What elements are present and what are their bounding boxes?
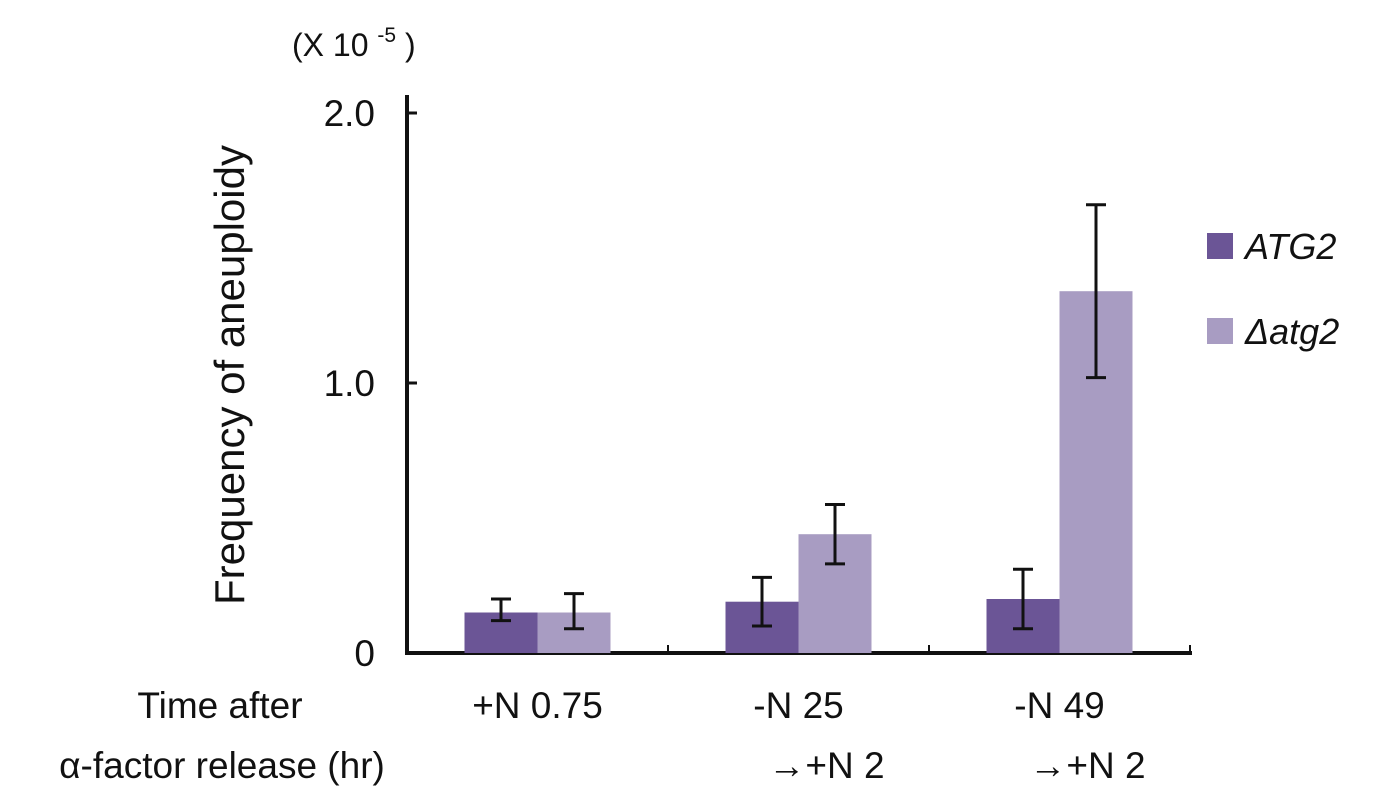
y-tick-label-2: 2.0 <box>324 93 375 134</box>
y-tick-label-1: 1.0 <box>324 363 375 404</box>
error-bar-atg2-2 <box>1013 567 1033 631</box>
x-axis-label-line-1: Time after <box>137 685 302 726</box>
error-bar-delta-atg2-2 <box>1086 203 1106 380</box>
error-bar-atg2-1 <box>752 575 772 628</box>
error-bar-atg2-0 <box>491 597 511 623</box>
legend-label-delta-atg2: Δatg2 <box>1244 311 1339 352</box>
y-axis-unit-suffix: ) <box>405 27 416 63</box>
error-bar-delta-atg2-0 <box>564 592 584 631</box>
y-axis-label: Frequency of aneuploidy <box>206 145 253 605</box>
error-bars <box>491 203 1106 631</box>
x-axis-ticks <box>667 645 1191 653</box>
legend-swatch-delta-atg2 <box>1207 318 1233 344</box>
x-category-sublabel-2: →+N 2 <box>1029 745 1145 786</box>
y-axis-unit-prefix: (X 10 <box>292 27 368 63</box>
y-axis-ticks: 0 1.0 2.0 <box>324 93 417 674</box>
x-category-sublabel-1: →+N 2 <box>768 745 884 786</box>
x-category-labels: +N 0.75 -N 25 →+N 2 -N 49 →+N 2 <box>472 685 1145 786</box>
x-category-label-0: +N 0.75 <box>472 685 603 726</box>
x-category-label-1: -N 25 <box>753 685 843 726</box>
y-axis-unit: (X 10 -5 ) <box>292 13 416 63</box>
y-tick-label-0: 0 <box>354 633 375 674</box>
error-bar-delta-atg2-1 <box>825 503 845 566</box>
legend-label-atg2: ATG2 <box>1243 226 1336 267</box>
legend: ATG2 Δatg2 <box>1207 226 1339 352</box>
bars <box>464 291 1133 653</box>
y-axis-unit-exponent: -5 <box>377 24 396 47</box>
x-category-label-2: -N 49 <box>1014 685 1104 726</box>
legend-swatch-atg2 <box>1207 233 1233 259</box>
x-axis-label-line-2: α-factor release (hr) <box>59 745 385 786</box>
